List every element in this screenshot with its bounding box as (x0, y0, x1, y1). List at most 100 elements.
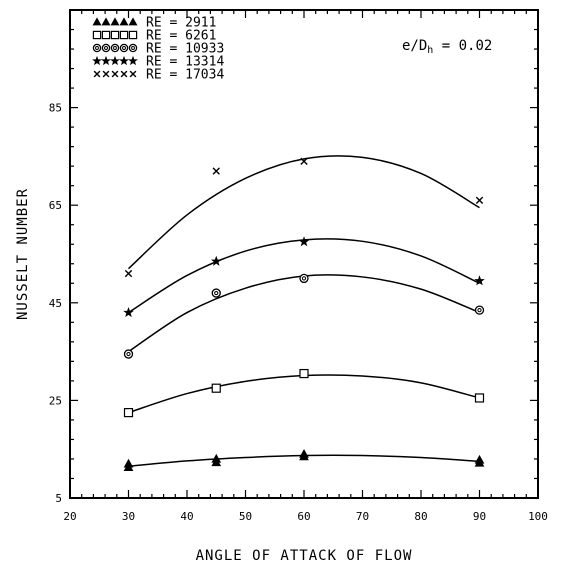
fit-curve (128, 274, 480, 353)
legend-marker (119, 17, 129, 26)
legend-marker (93, 70, 101, 78)
fit-curve (128, 374, 480, 414)
data-point (475, 196, 484, 205)
legend-marker (111, 70, 119, 78)
fit-curves (127, 155, 480, 468)
circle-outer (128, 43, 138, 53)
circle-inner (131, 46, 135, 50)
data-point (299, 368, 309, 379)
legend-label: RE = 13314 (146, 55, 224, 70)
data-point (298, 236, 310, 247)
circle-inner (301, 276, 307, 281)
x-tick-label: 40 (180, 510, 193, 523)
data-point (300, 157, 308, 165)
circle-outer (101, 43, 111, 53)
data-points (123, 157, 485, 471)
legend-marker (92, 55, 102, 66)
cross-stroke (111, 70, 119, 78)
data-point (474, 305, 485, 315)
data-point (211, 288, 221, 298)
legend-marker (92, 43, 102, 53)
legend-marker (101, 55, 111, 66)
circle-inner (214, 290, 219, 296)
data-point (123, 306, 134, 318)
circle-inner (113, 46, 117, 50)
x-tick-label: 60 (297, 510, 310, 523)
circle-outer (110, 43, 120, 53)
y-tick-label: 85 (49, 102, 62, 115)
cross-stroke (102, 70, 110, 78)
legend-marker (110, 30, 120, 40)
data-point (211, 383, 221, 393)
cross-stroke (475, 196, 484, 205)
legend-marker (101, 30, 111, 40)
data-point (211, 457, 222, 467)
plot-area (69, 9, 539, 499)
circle-outer (119, 43, 129, 53)
legend-marker (128, 30, 138, 40)
circle-outer (211, 288, 221, 298)
legend-marker (110, 43, 120, 53)
circle-inner (477, 308, 482, 313)
x-tick-label: 100 (528, 510, 548, 523)
y-tick-label: 25 (49, 394, 62, 407)
legend-label: RE = 6261 (146, 29, 216, 44)
legend-marker (128, 55, 138, 66)
legend-marker (110, 17, 120, 26)
y-tick-label: 65 (49, 199, 62, 212)
legend-label: RE = 17034 (146, 68, 224, 83)
legend-marker (129, 70, 137, 78)
y-tick-label: 45 (49, 297, 62, 310)
data-point (474, 275, 485, 286)
fit-curve (127, 155, 480, 270)
circle-inner (126, 351, 131, 357)
data-point (299, 273, 309, 284)
x-tick-label: 50 (239, 510, 252, 523)
cross-stroke (120, 70, 128, 78)
circle-inner (104, 46, 108, 50)
data-point (123, 349, 134, 359)
cross-stroke (212, 167, 220, 175)
data-point (474, 457, 485, 467)
legend-marker (92, 30, 102, 40)
legend-marker (101, 17, 111, 26)
y-axis-label: NUSSELT NUMBER (15, 188, 31, 320)
legend-marker (128, 43, 138, 53)
x-axis-label: ANGLE OF ATTACK OF FLOW (196, 548, 413, 564)
legend-marker (120, 70, 128, 78)
y-tick-label: 5 (55, 492, 62, 505)
legend-marker (119, 30, 129, 40)
x-tick-label: 70 (356, 510, 369, 523)
x-tick-label: 80 (414, 510, 427, 523)
parameter-annotation: e/Dh = 0.02 (402, 38, 492, 56)
data-point (123, 408, 134, 418)
axis-ticks: 20 30 40 50 60 70 80 90 100 5 25 45 65 85 (49, 9, 548, 523)
legend-marker (101, 43, 111, 53)
legend-label: RE = 2911 (146, 16, 216, 31)
circle-inner (95, 46, 99, 50)
cross-stroke (124, 269, 133, 278)
legend-marker (92, 17, 102, 26)
legend-marker (119, 43, 129, 53)
parameter-annotation-subscript: h (427, 45, 433, 56)
circle-outer (474, 305, 485, 315)
data-point (299, 451, 309, 461)
data-point (474, 393, 485, 403)
data-point (212, 167, 220, 175)
x-tick-label: 30 (122, 510, 135, 523)
data-point (123, 462, 134, 471)
circle-inner (122, 46, 126, 50)
data-point (124, 269, 133, 278)
cross-stroke (129, 70, 137, 78)
circle-outer (299, 273, 309, 284)
data-point (210, 255, 222, 266)
circle-outer (92, 43, 102, 53)
x-tick-label: 90 (473, 510, 486, 523)
cross-stroke (300, 157, 308, 165)
parameter-annotation-main: e/D (402, 38, 427, 54)
legend-marker (102, 70, 110, 78)
parameter-annotation-value: = 0.02 (433, 38, 492, 54)
legend-marker (110, 55, 120, 66)
